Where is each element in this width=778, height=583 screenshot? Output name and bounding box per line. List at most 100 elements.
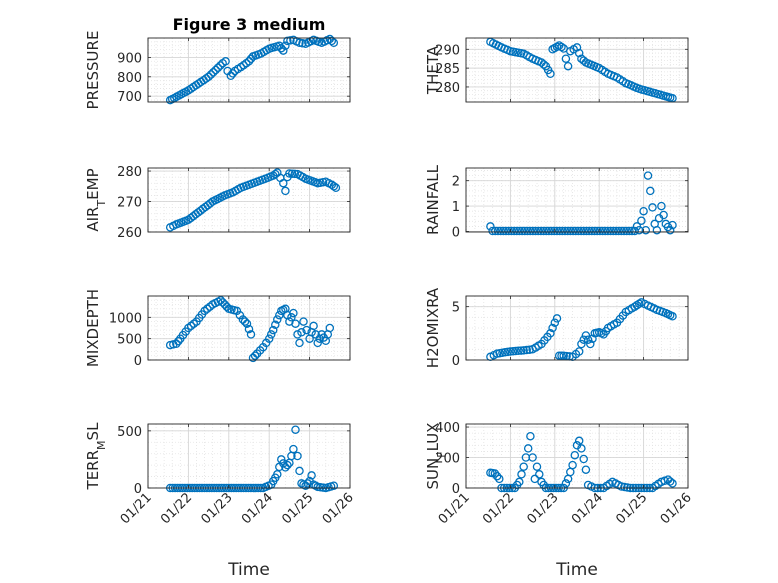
- data-point: [520, 226, 530, 236]
- data-point: [307, 471, 316, 480]
- data-point: [240, 317, 250, 326]
- y-tick-label: 500: [117, 333, 142, 348]
- axes-frame: [465, 423, 689, 489]
- data-point: [595, 226, 605, 236]
- data-point: [566, 226, 575, 236]
- data-point: [609, 226, 618, 236]
- data-point: [488, 226, 497, 236]
- data-point: [283, 36, 292, 46]
- data-point: [309, 321, 318, 331]
- data-point: [515, 477, 524, 487]
- data-point: [329, 481, 339, 490]
- data-point: [298, 39, 307, 48]
- data-point: [329, 182, 339, 191]
- y-tick-label: 0: [452, 225, 460, 240]
- data-point: [555, 226, 564, 236]
- data-point: [571, 226, 580, 236]
- data-point: [611, 226, 621, 236]
- axes-background: [148, 38, 350, 102]
- data-point: [588, 334, 597, 343]
- data-point: [517, 226, 527, 236]
- data-point: [523, 444, 533, 453]
- axes-frame: [147, 37, 351, 103]
- data-point: [211, 65, 220, 75]
- data-point: [563, 61, 573, 71]
- data-point: [264, 334, 274, 343]
- y-axis-label: THETA: [424, 45, 442, 95]
- data-point: [209, 68, 218, 77]
- y-tick-label: 290: [435, 43, 460, 58]
- data-point: [273, 315, 282, 324]
- data-point: [226, 71, 236, 81]
- data-point: [242, 319, 252, 328]
- y-tick-label: 285: [435, 62, 460, 77]
- y-tick-label: 280: [435, 81, 460, 96]
- data-point: [560, 226, 570, 236]
- data-point: [519, 346, 528, 355]
- axes-frame: [147, 423, 351, 489]
- data-point: [325, 323, 335, 333]
- data-point: [526, 431, 535, 441]
- data-point: [172, 339, 181, 349]
- data-point: [668, 479, 677, 488]
- data-point: [539, 226, 548, 236]
- data-point: [548, 323, 557, 333]
- axes-frame: [465, 167, 689, 233]
- data-point: [577, 339, 586, 349]
- data-point: [174, 336, 183, 346]
- data-point: [303, 479, 312, 488]
- data-point: [289, 444, 298, 454]
- data-point: [295, 466, 304, 476]
- data-point: [552, 314, 562, 323]
- data-point: [581, 465, 591, 474]
- data-point: [558, 226, 567, 236]
- y-tick-label: 5: [452, 301, 460, 316]
- x-tick-label: 01/24: [239, 490, 276, 527]
- y-tick-label: 270: [117, 196, 142, 211]
- data-point: [634, 299, 644, 309]
- data-point: [250, 351, 260, 360]
- data-point: [506, 347, 515, 356]
- data-point: [574, 48, 584, 58]
- y-tick-label: 700: [117, 90, 142, 105]
- data-point: [293, 330, 302, 339]
- data-point: [542, 226, 551, 236]
- data-point: [561, 479, 571, 488]
- data-point: [490, 469, 500, 478]
- data-point: [216, 61, 225, 70]
- data-point: [522, 345, 531, 355]
- axes-background: [466, 168, 688, 232]
- data-point: [577, 444, 586, 453]
- data-point: [665, 477, 675, 486]
- data-point: [600, 226, 610, 236]
- data-point: [493, 226, 503, 236]
- axes-frame: [147, 295, 351, 361]
- axes-background: [148, 424, 350, 488]
- y-tick-label: 500: [117, 425, 142, 440]
- data-point: [583, 335, 593, 344]
- data-point: [313, 338, 322, 348]
- data-point: [536, 226, 546, 236]
- data-point: [279, 46, 288, 55]
- data-point: [271, 320, 280, 330]
- axes-frame: [147, 167, 351, 233]
- data-point: [293, 451, 302, 461]
- data-point: [535, 470, 544, 479]
- axes-frame: [465, 295, 689, 361]
- data-point: [525, 226, 535, 236]
- data-point: [297, 328, 306, 337]
- data-point: [519, 462, 528, 471]
- axes-background: [148, 296, 350, 360]
- data-point: [275, 310, 284, 320]
- x-tick-label: 01/22: [480, 490, 517, 527]
- x-tick-label: 01/26: [320, 490, 357, 527]
- data-point: [574, 347, 584, 356]
- data-point: [568, 226, 578, 236]
- data-point: [499, 226, 508, 236]
- data-point: [283, 460, 292, 470]
- data-point: [528, 226, 538, 236]
- x-tick-label: 01/23: [199, 490, 236, 527]
- data-point: [329, 38, 339, 48]
- data-point: [579, 454, 588, 464]
